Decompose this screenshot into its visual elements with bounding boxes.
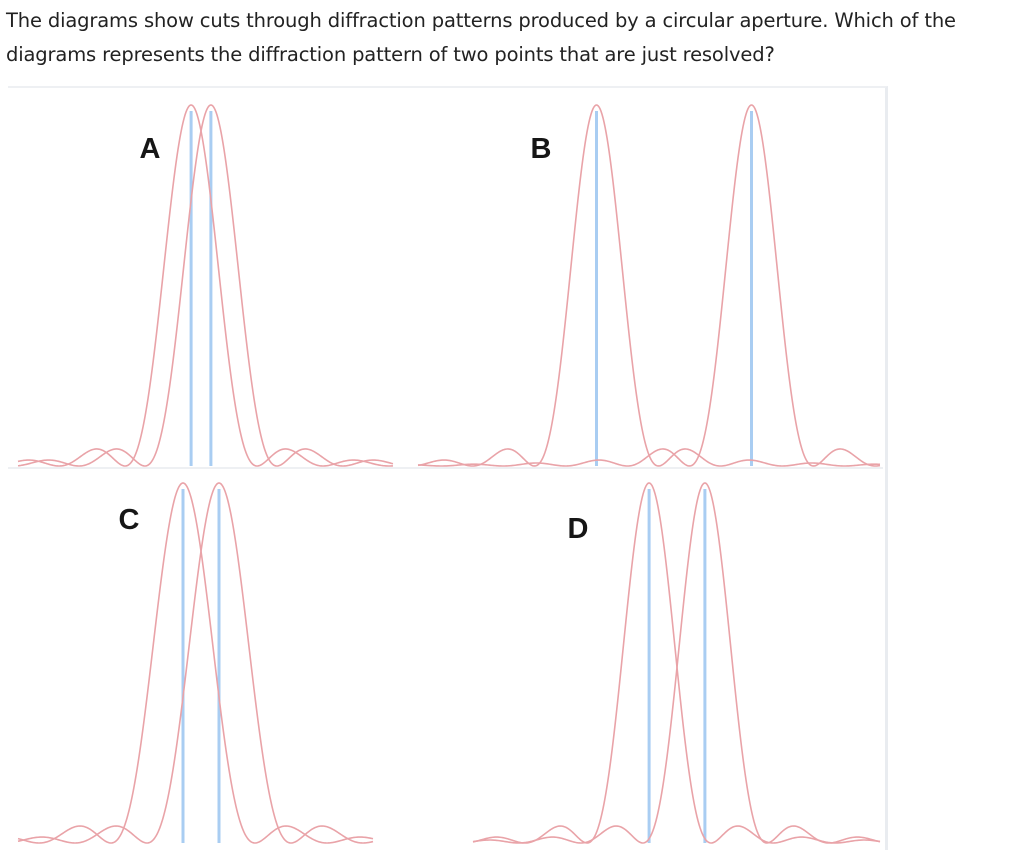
diffraction-curve-c-1	[17, 482, 374, 844]
diffraction-curve-d-2	[472, 482, 881, 844]
diffraction-curve-c-2	[17, 482, 374, 844]
diffraction-figure: A B C D	[8, 86, 888, 850]
diffraction-curve-d-1	[472, 482, 881, 844]
panel-c-label: C	[119, 504, 140, 536]
panel-d: D	[472, 482, 881, 844]
panel-b-label: B	[531, 133, 552, 165]
diffraction-curve-b-2	[417, 104, 881, 467]
panel-b: B	[417, 104, 881, 467]
question-line-1: The diagrams show cuts through diffracti…	[6, 9, 956, 32]
diffraction-curve-a-2	[17, 104, 394, 467]
panel-a-label: A	[140, 133, 161, 165]
diffraction-figure-svg: A B C D	[8, 104, 883, 844]
question-line-2: diagrams represents the diffraction patt…	[6, 43, 775, 66]
panel-a: A	[17, 104, 394, 467]
panel-c: C	[17, 482, 374, 844]
diffraction-curve-b-1	[417, 104, 881, 467]
question-text: The diagrams show cuts through diffracti…	[6, 4, 1016, 72]
diffraction-curve-a-1	[17, 104, 394, 467]
panel-d-label: D	[568, 513, 589, 545]
